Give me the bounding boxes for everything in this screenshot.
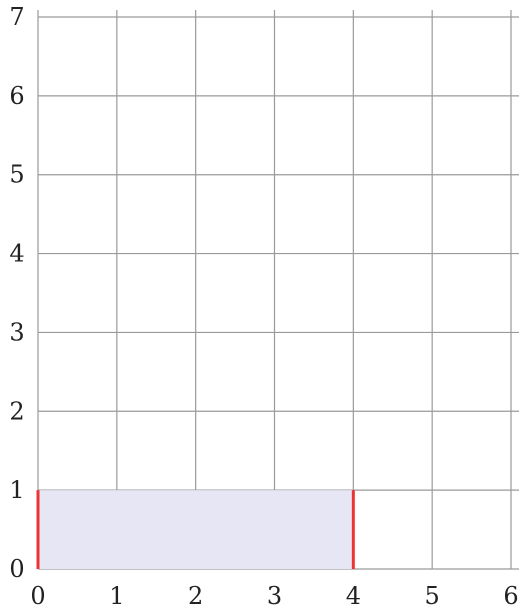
y-tick-label-0: 0	[9, 555, 24, 583]
shaded-regions	[38, 490, 354, 569]
vertical-lines	[36, 490, 355, 569]
y-tick-label-3: 3	[9, 318, 24, 346]
y-tick-label-2: 2	[9, 397, 24, 425]
x-tick-labels: 0 1 2 3 4 5 6	[30, 582, 518, 610]
x-tick-label-0: 0	[30, 582, 45, 610]
y-tick-labels: 0 1 2 3 4 5 6 7	[9, 3, 24, 583]
x-tick-label-6: 6	[503, 582, 518, 610]
grid	[37, 10, 519, 570]
y-tick-label-6: 6	[9, 82, 24, 110]
x-tick-label-4: 4	[346, 582, 361, 610]
x-tick-label-3: 3	[267, 582, 282, 610]
y-tick-label-5: 5	[9, 161, 24, 189]
x-tick-label-5: 5	[425, 582, 440, 610]
y-tick-label-4: 4	[9, 240, 24, 268]
y-tick-label-1: 1	[9, 476, 24, 504]
x-tick-label-1: 1	[109, 582, 124, 610]
shaded-region	[38, 490, 354, 569]
x-tick-label-2: 2	[188, 582, 203, 610]
y-tick-label-7: 7	[9, 3, 24, 31]
